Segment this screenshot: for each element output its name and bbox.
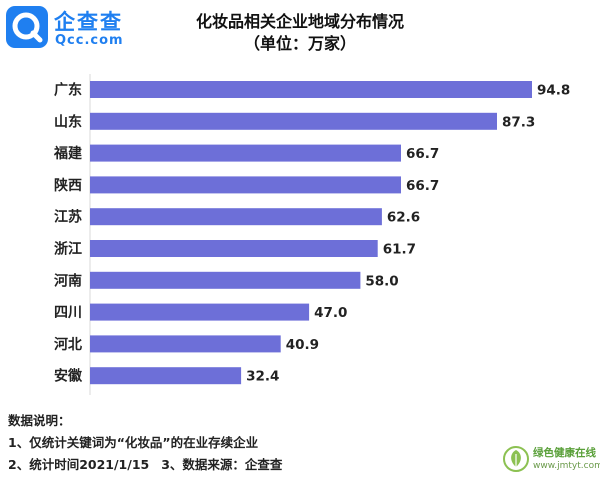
notes: 数据说明： 1、仅统计关键词为“化妆品”的在业存续企业 2、统计时间2021/1… [8, 410, 282, 476]
qcc-logo-icon [6, 6, 48, 48]
notes-line-2a: 2、统计时间2021/1/15 [8, 457, 150, 472]
chart-title: 化妆品相关企业地域分布情况 [195, 12, 404, 31]
category-label: 浙江 [54, 241, 82, 258]
value-label: 66.7 [406, 178, 439, 194]
chart-subtitle: （单位：万家） [243, 34, 356, 53]
bar-chart: 广东 94.8 山东 87.3 福建 66.7 陕西 66.7 江苏 62.6 浙江 61.7 河南 58… [53, 74, 570, 395]
value-label: 66.7 [406, 146, 439, 162]
category-label: 山东 [54, 113, 82, 130]
value-label: 87.3 [502, 114, 535, 130]
notes-line-2: 2、统计时间2021/1/15 3、数据来源：企查查 [8, 454, 282, 476]
bar [90, 367, 242, 385]
bar [90, 271, 361, 289]
value-label: 61.7 [383, 242, 416, 258]
notes-line-2b: 3、数据来源：企查查 [161, 457, 283, 472]
qcc-logo: 企查查 Qcc.com [6, 6, 156, 50]
category-label: 广东 [54, 82, 82, 99]
category-label: 陕西 [54, 177, 82, 194]
bar [90, 303, 310, 321]
value-label: 94.8 [537, 83, 570, 99]
leaf-icon [503, 446, 529, 472]
bar [90, 176, 401, 194]
watermark-text: 绿色健康在线 [533, 447, 596, 459]
category-label: 四川 [54, 305, 82, 321]
value-label: 40.9 [286, 337, 319, 353]
watermark-url: www.jmtyt.com [533, 461, 600, 471]
category-label: 安徽 [54, 368, 83, 385]
value-label: 58.0 [365, 273, 398, 289]
logo-domain: Qcc.com [55, 33, 124, 48]
watermark: 绿色健康在线 www.jmtyt.com [503, 443, 600, 477]
bar [90, 208, 382, 226]
value-label: 32.4 [246, 369, 279, 385]
bar [90, 240, 378, 257]
category-label: 江苏 [54, 209, 82, 226]
bar [90, 81, 532, 98]
bar [90, 112, 497, 130]
notes-heading: 数据说明： [8, 413, 71, 428]
bar [90, 144, 401, 162]
category-label: 河南 [54, 272, 82, 289]
logo-chinese-name: 企查查 [54, 10, 123, 34]
value-label: 62.6 [387, 210, 420, 226]
category-label: 河北 [54, 336, 82, 353]
bar [90, 335, 281, 353]
notes-line-1: 1、仅统计关键词为“化妆品”的在业存续企业 [8, 435, 259, 450]
category-label: 福建 [53, 145, 82, 162]
value-label: 47.0 [314, 305, 347, 321]
